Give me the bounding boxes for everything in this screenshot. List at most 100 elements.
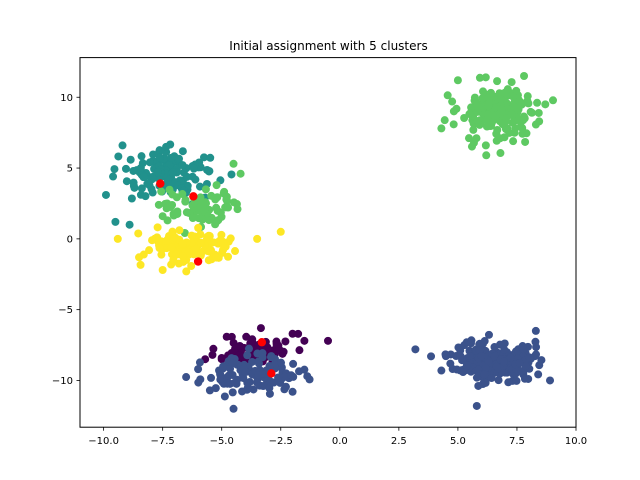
data-point	[482, 151, 491, 160]
data-point	[256, 324, 265, 333]
x-tick-label: 2.5	[391, 436, 407, 447]
x-tick-label: 10.0	[565, 436, 587, 447]
data-point	[182, 373, 191, 382]
data-point	[162, 204, 171, 213]
data-point	[500, 345, 509, 354]
data-point	[187, 231, 196, 240]
data-point	[208, 350, 217, 359]
data-point	[226, 234, 235, 243]
data-point	[300, 336, 309, 345]
data-point	[469, 125, 478, 134]
data-point	[537, 356, 546, 365]
data-point	[294, 329, 303, 338]
data-point	[546, 376, 555, 385]
data-point	[493, 77, 502, 86]
data-point	[509, 137, 518, 146]
data-point	[187, 262, 196, 271]
data-point	[254, 371, 263, 380]
data-point	[196, 375, 205, 384]
data-point	[437, 366, 446, 375]
data-point	[196, 238, 205, 247]
data-point	[507, 110, 516, 119]
data-point	[110, 165, 119, 174]
data-point	[224, 252, 233, 261]
data-point	[462, 361, 471, 370]
data-point	[195, 358, 204, 367]
data-point	[499, 118, 508, 127]
data-point	[267, 353, 276, 362]
data-point	[194, 365, 203, 374]
data-point	[168, 227, 177, 236]
data-point	[511, 124, 520, 133]
data-point	[475, 340, 484, 349]
data-point	[178, 190, 187, 199]
data-point	[481, 378, 490, 387]
data-point	[224, 371, 233, 380]
data-point	[113, 234, 122, 243]
data-point	[453, 76, 462, 85]
data-point	[175, 226, 184, 235]
data-point	[207, 373, 216, 382]
data-point	[219, 362, 228, 371]
data-point	[258, 349, 267, 358]
data-point	[490, 343, 499, 352]
data-point	[241, 368, 250, 377]
data-point	[209, 344, 218, 353]
data-point	[515, 359, 524, 368]
x-tick-label: −7.5	[151, 436, 175, 447]
data-point	[411, 345, 420, 354]
data-point	[499, 357, 508, 366]
data-point	[212, 253, 221, 262]
data-point	[532, 350, 541, 359]
data-point	[525, 353, 534, 362]
data-point	[541, 100, 550, 109]
data-point	[178, 161, 187, 170]
data-point	[475, 73, 484, 82]
data-point	[518, 129, 527, 138]
data-point	[427, 352, 436, 361]
data-point	[473, 102, 482, 111]
data-point	[149, 150, 158, 159]
data-point	[496, 149, 505, 158]
data-point	[145, 158, 154, 167]
data-point	[155, 153, 164, 162]
data-point	[243, 378, 252, 387]
data-point	[494, 376, 503, 385]
data-point	[514, 115, 523, 124]
data-point	[217, 212, 226, 221]
data-point	[175, 154, 184, 163]
data-point	[219, 239, 228, 248]
data-point	[484, 330, 493, 339]
data-point	[485, 93, 494, 102]
data-point	[475, 120, 484, 129]
data-point	[129, 181, 138, 190]
y-tick-label: −10	[52, 376, 73, 387]
data-point	[508, 92, 517, 101]
data-point	[148, 236, 157, 245]
data-point	[204, 256, 213, 265]
data-point	[181, 197, 190, 206]
data-point	[109, 172, 118, 181]
data-point	[504, 378, 513, 387]
data-point	[173, 209, 182, 218]
data-point	[512, 376, 521, 385]
data-point	[452, 365, 461, 374]
data-point	[487, 121, 496, 130]
data-point	[203, 232, 212, 241]
points-layer	[101, 72, 558, 413]
data-point	[168, 168, 177, 177]
data-point	[523, 92, 532, 101]
data-point	[184, 248, 193, 257]
data-point	[242, 332, 251, 341]
data-point	[158, 266, 167, 275]
centroid-point	[257, 338, 267, 347]
data-point	[534, 108, 543, 117]
data-point	[479, 87, 488, 96]
data-point	[127, 194, 136, 203]
data-point	[229, 404, 238, 413]
data-point	[527, 108, 536, 117]
data-point	[441, 350, 450, 359]
data-point	[280, 372, 289, 381]
data-point	[497, 95, 506, 104]
